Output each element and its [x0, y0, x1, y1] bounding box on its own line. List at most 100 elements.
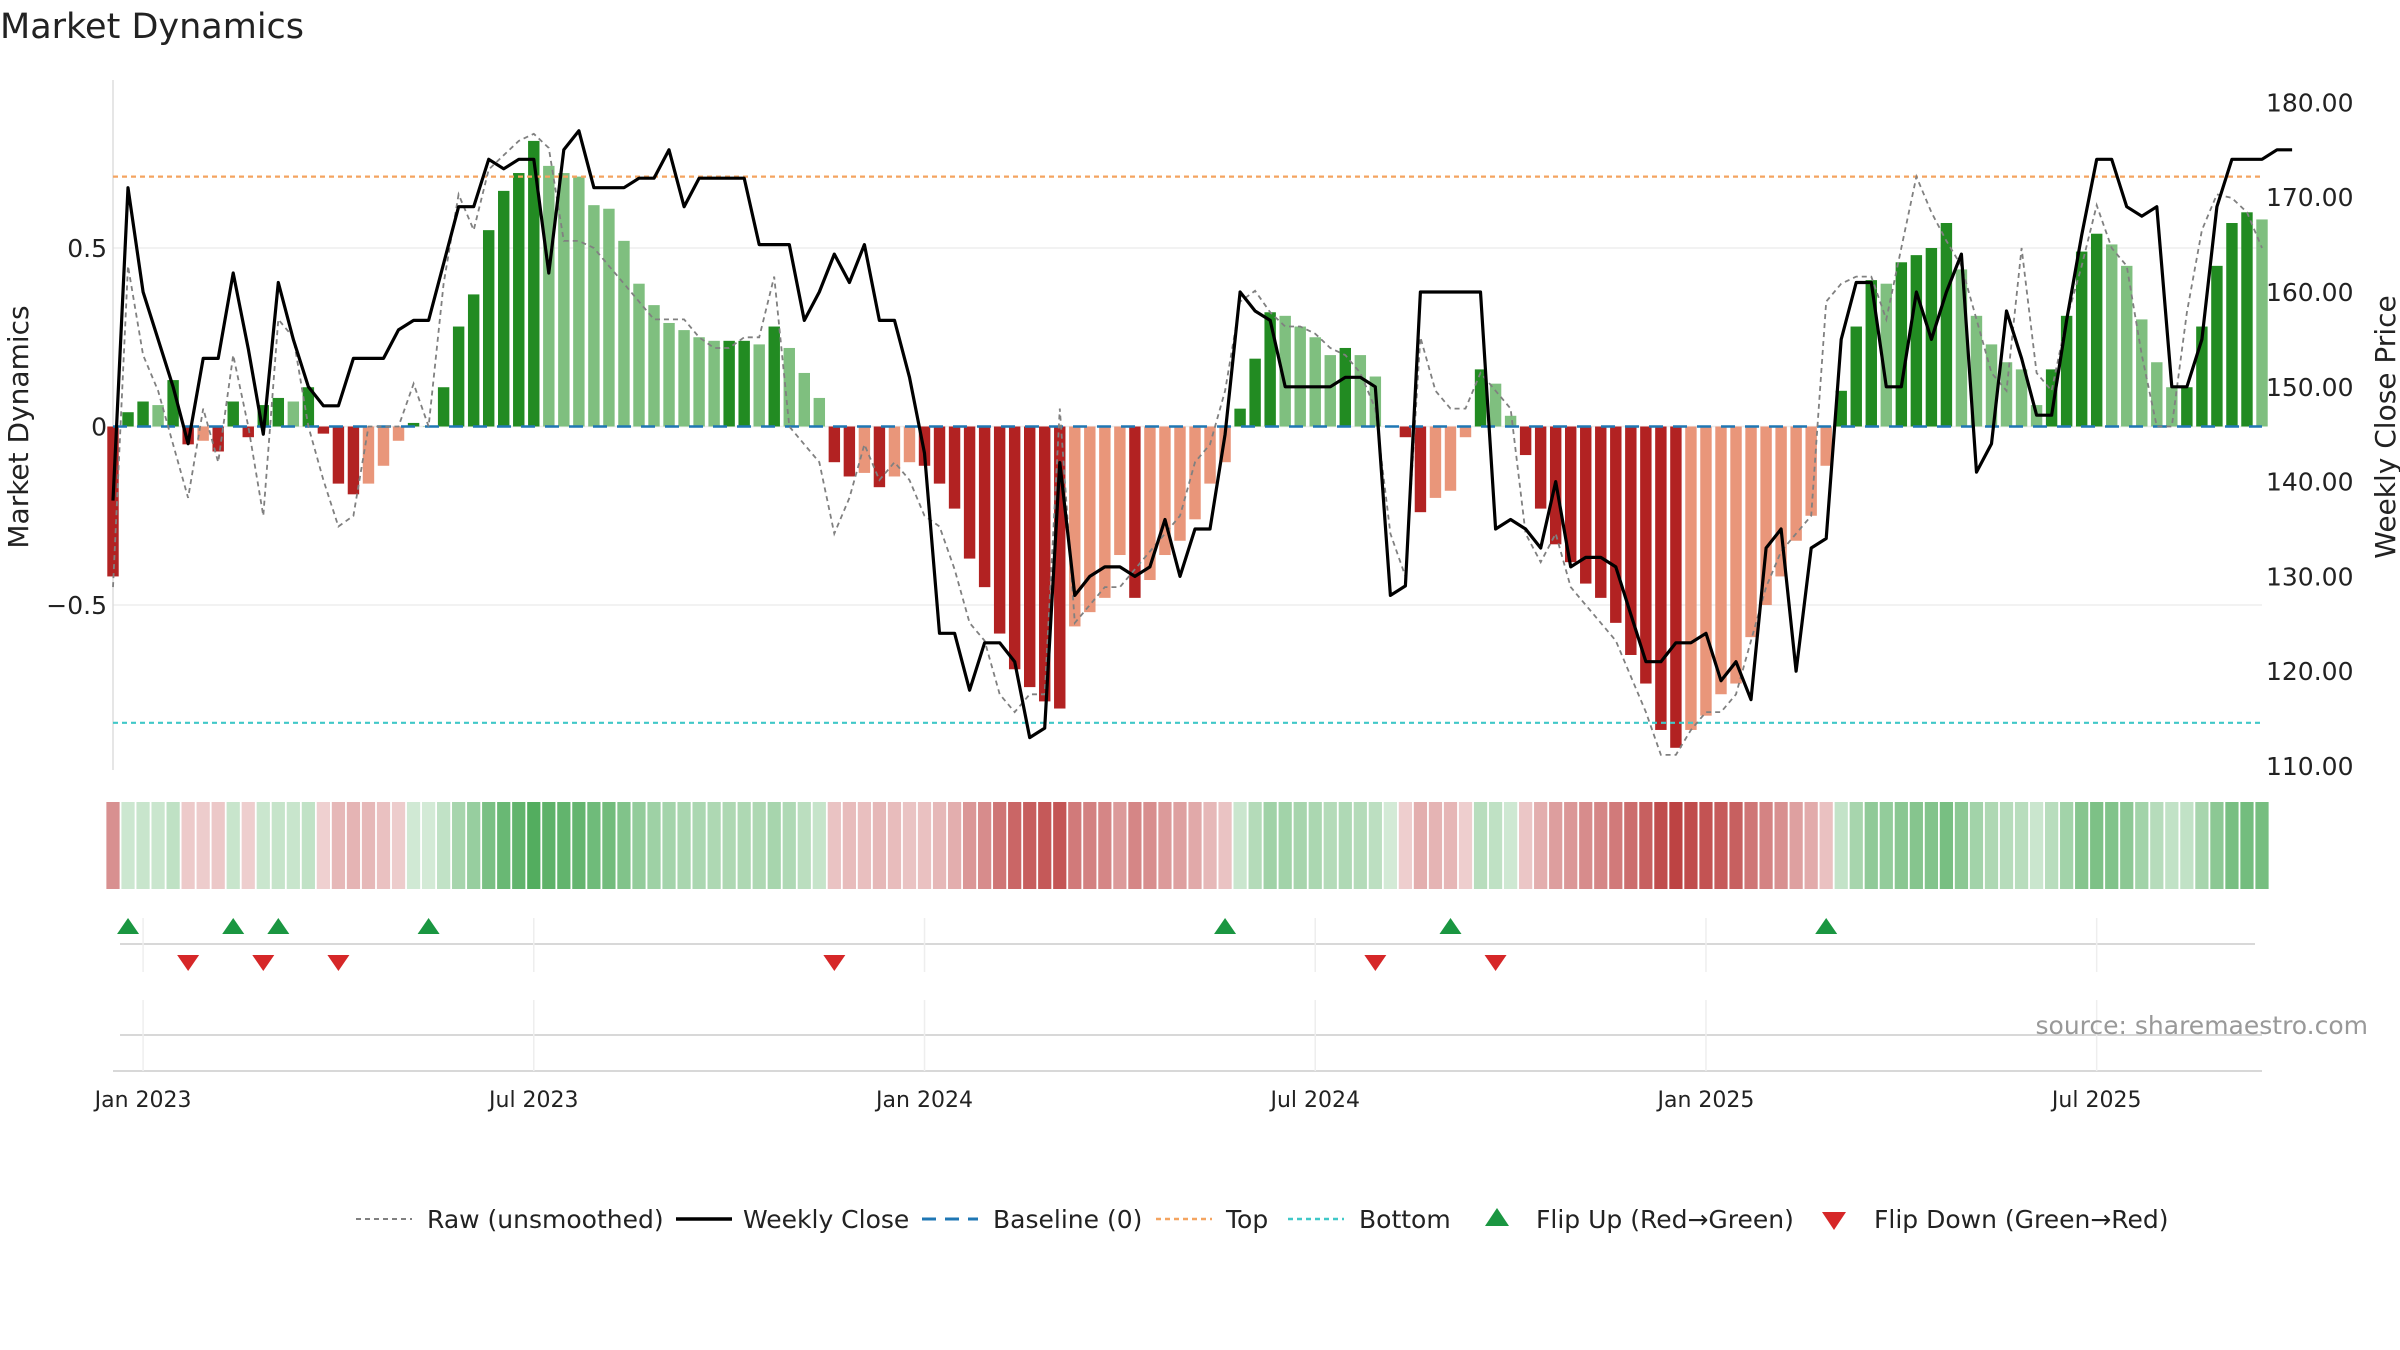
x-tick-label: Jan 2024: [874, 1088, 973, 1113]
dynamics-bar: [2015, 369, 2028, 427]
heat-cell: [121, 802, 135, 889]
heat-cell: [166, 802, 180, 889]
dynamics-bar: [1910, 255, 1923, 427]
heat-cell: [767, 802, 781, 889]
dynamics-bar: [1054, 426, 1066, 709]
dynamics-bar: [513, 173, 525, 427]
dynamics-bar: [2256, 219, 2268, 427]
flip-up-marker: [117, 918, 140, 934]
heat-cell: [226, 802, 240, 889]
heat-cell: [2075, 802, 2089, 889]
dynamics-bar: [1204, 426, 1216, 484]
heat-cell: [1789, 802, 1803, 889]
dynamics-bar: [1880, 283, 1893, 427]
dynamics-bar: [1565, 426, 1577, 563]
heat-cell: [181, 802, 195, 889]
heat-cell: [2195, 802, 2209, 889]
heat-cell: [962, 802, 977, 889]
heat-cell: [1188, 802, 1202, 889]
dynamics-bar: [1129, 426, 1141, 598]
dynamics-bar: [2196, 326, 2208, 427]
dynamics-bar: [1399, 426, 1412, 438]
y2-tick-label: 150.00: [2266, 373, 2353, 402]
dynamics-bar: [1730, 426, 1742, 684]
dynamics-bar: [1625, 426, 1637, 655]
y2-axis-ticks: 110.00 120.00 130.00 140.00 150.00 160.00 170.…: [2266, 88, 2353, 781]
dynamics-bar: [1174, 426, 1186, 541]
y2-tick-label: 140.00: [2266, 468, 2353, 497]
dynamics-bar: [498, 190, 510, 427]
dynamics-bar: [1850, 326, 1862, 427]
weekly-close-line: [111, 129, 2293, 740]
heat-cell: [2120, 802, 2134, 889]
heat-cell: [632, 802, 646, 889]
dynamics-bar: [332, 426, 345, 484]
dynamics-bar: [2166, 387, 2178, 427]
heat-cell: [1398, 802, 1413, 889]
y2-tick-label: 170.00: [2266, 183, 2353, 212]
dynamics-bar: [392, 426, 405, 441]
dynamics-bar: [2045, 369, 2058, 427]
heat-cell: [812, 802, 826, 889]
dynamics-bar: [2211, 265, 2223, 427]
dynamics-bar: [1144, 426, 1156, 581]
dynamics-bar: [1940, 223, 1953, 427]
heat-cell: [406, 802, 421, 889]
dynamics-bar: [948, 426, 961, 509]
dynamics-bar: [1640, 426, 1652, 684]
flip-down-marker: [1364, 955, 1387, 971]
x-tick-label: Jan 2023: [93, 1088, 192, 1113]
heat-cell: [932, 802, 947, 889]
dynamics-bar: [1955, 269, 1968, 427]
heat-cell: [106, 802, 120, 889]
heat-cell: [1128, 802, 1142, 889]
heat-cell: [497, 802, 511, 889]
heat-cell: [1639, 802, 1653, 889]
dynamics-bar: [2060, 315, 2073, 427]
heat-cell: [692, 802, 706, 889]
heat-cell: [512, 802, 526, 889]
dynamics-bar: [903, 426, 916, 463]
heat-cell: [331, 802, 346, 889]
heat-cell: [647, 802, 661, 889]
heat-cell: [1293, 802, 1307, 889]
dynamics-bar: [528, 140, 540, 427]
dynamics-bar: [1234, 408, 1246, 427]
heat-cell: [993, 802, 1007, 889]
y2-tick-label: 160.00: [2266, 278, 2353, 307]
heat-cell: [1864, 802, 1878, 889]
dynamics-bar: [2241, 212, 2253, 427]
dynamics-bar: [1745, 426, 1757, 638]
heat-cell: [707, 802, 721, 889]
heat-cell: [2180, 802, 2194, 889]
dynamics-bar: [437, 387, 450, 427]
heat-cell: [1233, 802, 1247, 889]
dynamics-bar: [1970, 315, 1983, 427]
bottom-axis-panel: [113, 1000, 2262, 1072]
dynamics-bar: [843, 426, 856, 477]
dynamics-bar: [798, 372, 810, 427]
dynamics-bar: [1069, 426, 1081, 627]
heat-cell: [1218, 802, 1232, 889]
dynamics-bar: [1504, 415, 1517, 427]
heat-cell: [151, 802, 165, 889]
dynamics-bar: [753, 344, 765, 427]
dynamics-bar: [1249, 358, 1261, 427]
dynamics-bar: [618, 240, 630, 427]
legend-label-baseline: Baseline (0): [993, 1205, 1142, 1234]
legend-item-flip-up: Flip Up (Red→Green): [1485, 1205, 1794, 1234]
x-tick-label: Jul 2025: [2050, 1088, 2142, 1113]
heat-cell: [1278, 802, 1292, 889]
dynamics-bar: [1294, 326, 1306, 427]
flip-down-legend-icon: [1822, 1212, 1846, 1230]
dynamics-bar: [1264, 312, 1276, 427]
heat-cell: [617, 802, 631, 889]
heat-cell: [1609, 802, 1623, 889]
flip-down-marker: [327, 955, 350, 971]
heat-strip: [106, 802, 2269, 889]
dynamics-bar: [933, 426, 946, 484]
dynamics-bar: [407, 422, 420, 427]
heat-cell: [1503, 802, 1518, 889]
dynamics-bar: [1008, 426, 1021, 670]
heat-cell: [196, 802, 210, 889]
